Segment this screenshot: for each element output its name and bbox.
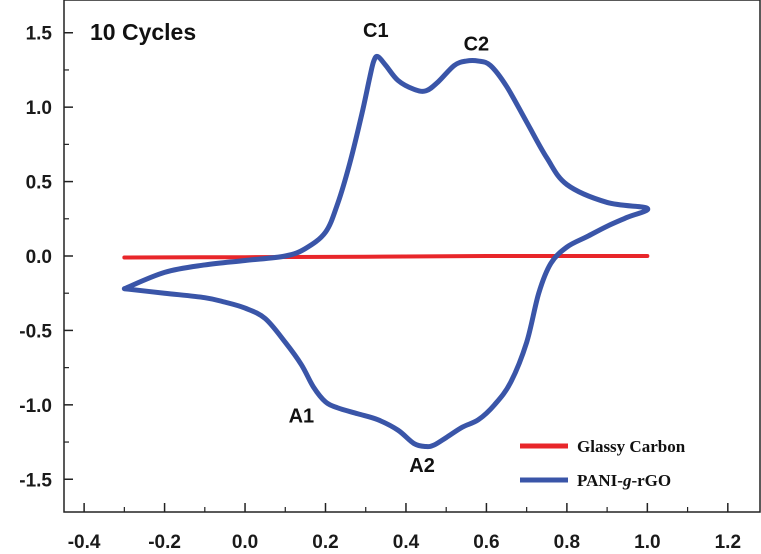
x-tick-label: 1.0: [634, 532, 660, 553]
x-tick-label: -0.4: [68, 532, 101, 553]
peak-label-a2: A2: [409, 455, 435, 477]
x-tick-label: 1.2: [715, 532, 741, 553]
y-tick-label: 1.5: [26, 24, 53, 45]
x-tick-label: 0.2: [312, 532, 338, 553]
y-tick-label: -0.5: [19, 321, 52, 342]
x-tick-label: -0.2: [148, 532, 181, 553]
annotations: C1 C2 A1 A2: [289, 20, 490, 477]
y-tick-label: -1.5: [19, 470, 52, 491]
y-tick-label: 0.5: [26, 173, 53, 194]
x-axis: -0.4 -0.2 0.0 0.2 0.4 0.6 0.8 1.0 1.2: [68, 503, 741, 553]
peak-label-a1: A1: [289, 406, 315, 428]
x-tick-label: 0.8: [554, 532, 580, 553]
y-axis: -1.5 -1.0 -0.5 0.0 0.5 1.0 1.5: [19, 24, 73, 491]
peak-label-c2: C2: [464, 34, 490, 56]
legend-label: PANI-g-rGO: [577, 471, 671, 490]
x-tick-label: 0.0: [232, 532, 258, 553]
x-tick-label: 0.4: [393, 532, 420, 553]
y-tick-label: 1.0: [26, 98, 52, 119]
panel-title: 10 Cycles: [90, 19, 196, 45]
y-tick-label: -1.0: [19, 396, 52, 417]
x-tick-label: 0.6: [473, 532, 499, 553]
peak-label-c1: C1: [363, 20, 389, 42]
legend: Glassy Carbon PANI-g-rGO: [520, 437, 686, 490]
legend-label: Glassy Carbon: [577, 437, 686, 456]
series-line-pani-g-rgo: [121, 53, 651, 450]
series-layer: [121, 53, 651, 450]
y-tick-label: 0.0: [26, 247, 52, 268]
series-line-glassy-carbon: [122, 253, 650, 260]
